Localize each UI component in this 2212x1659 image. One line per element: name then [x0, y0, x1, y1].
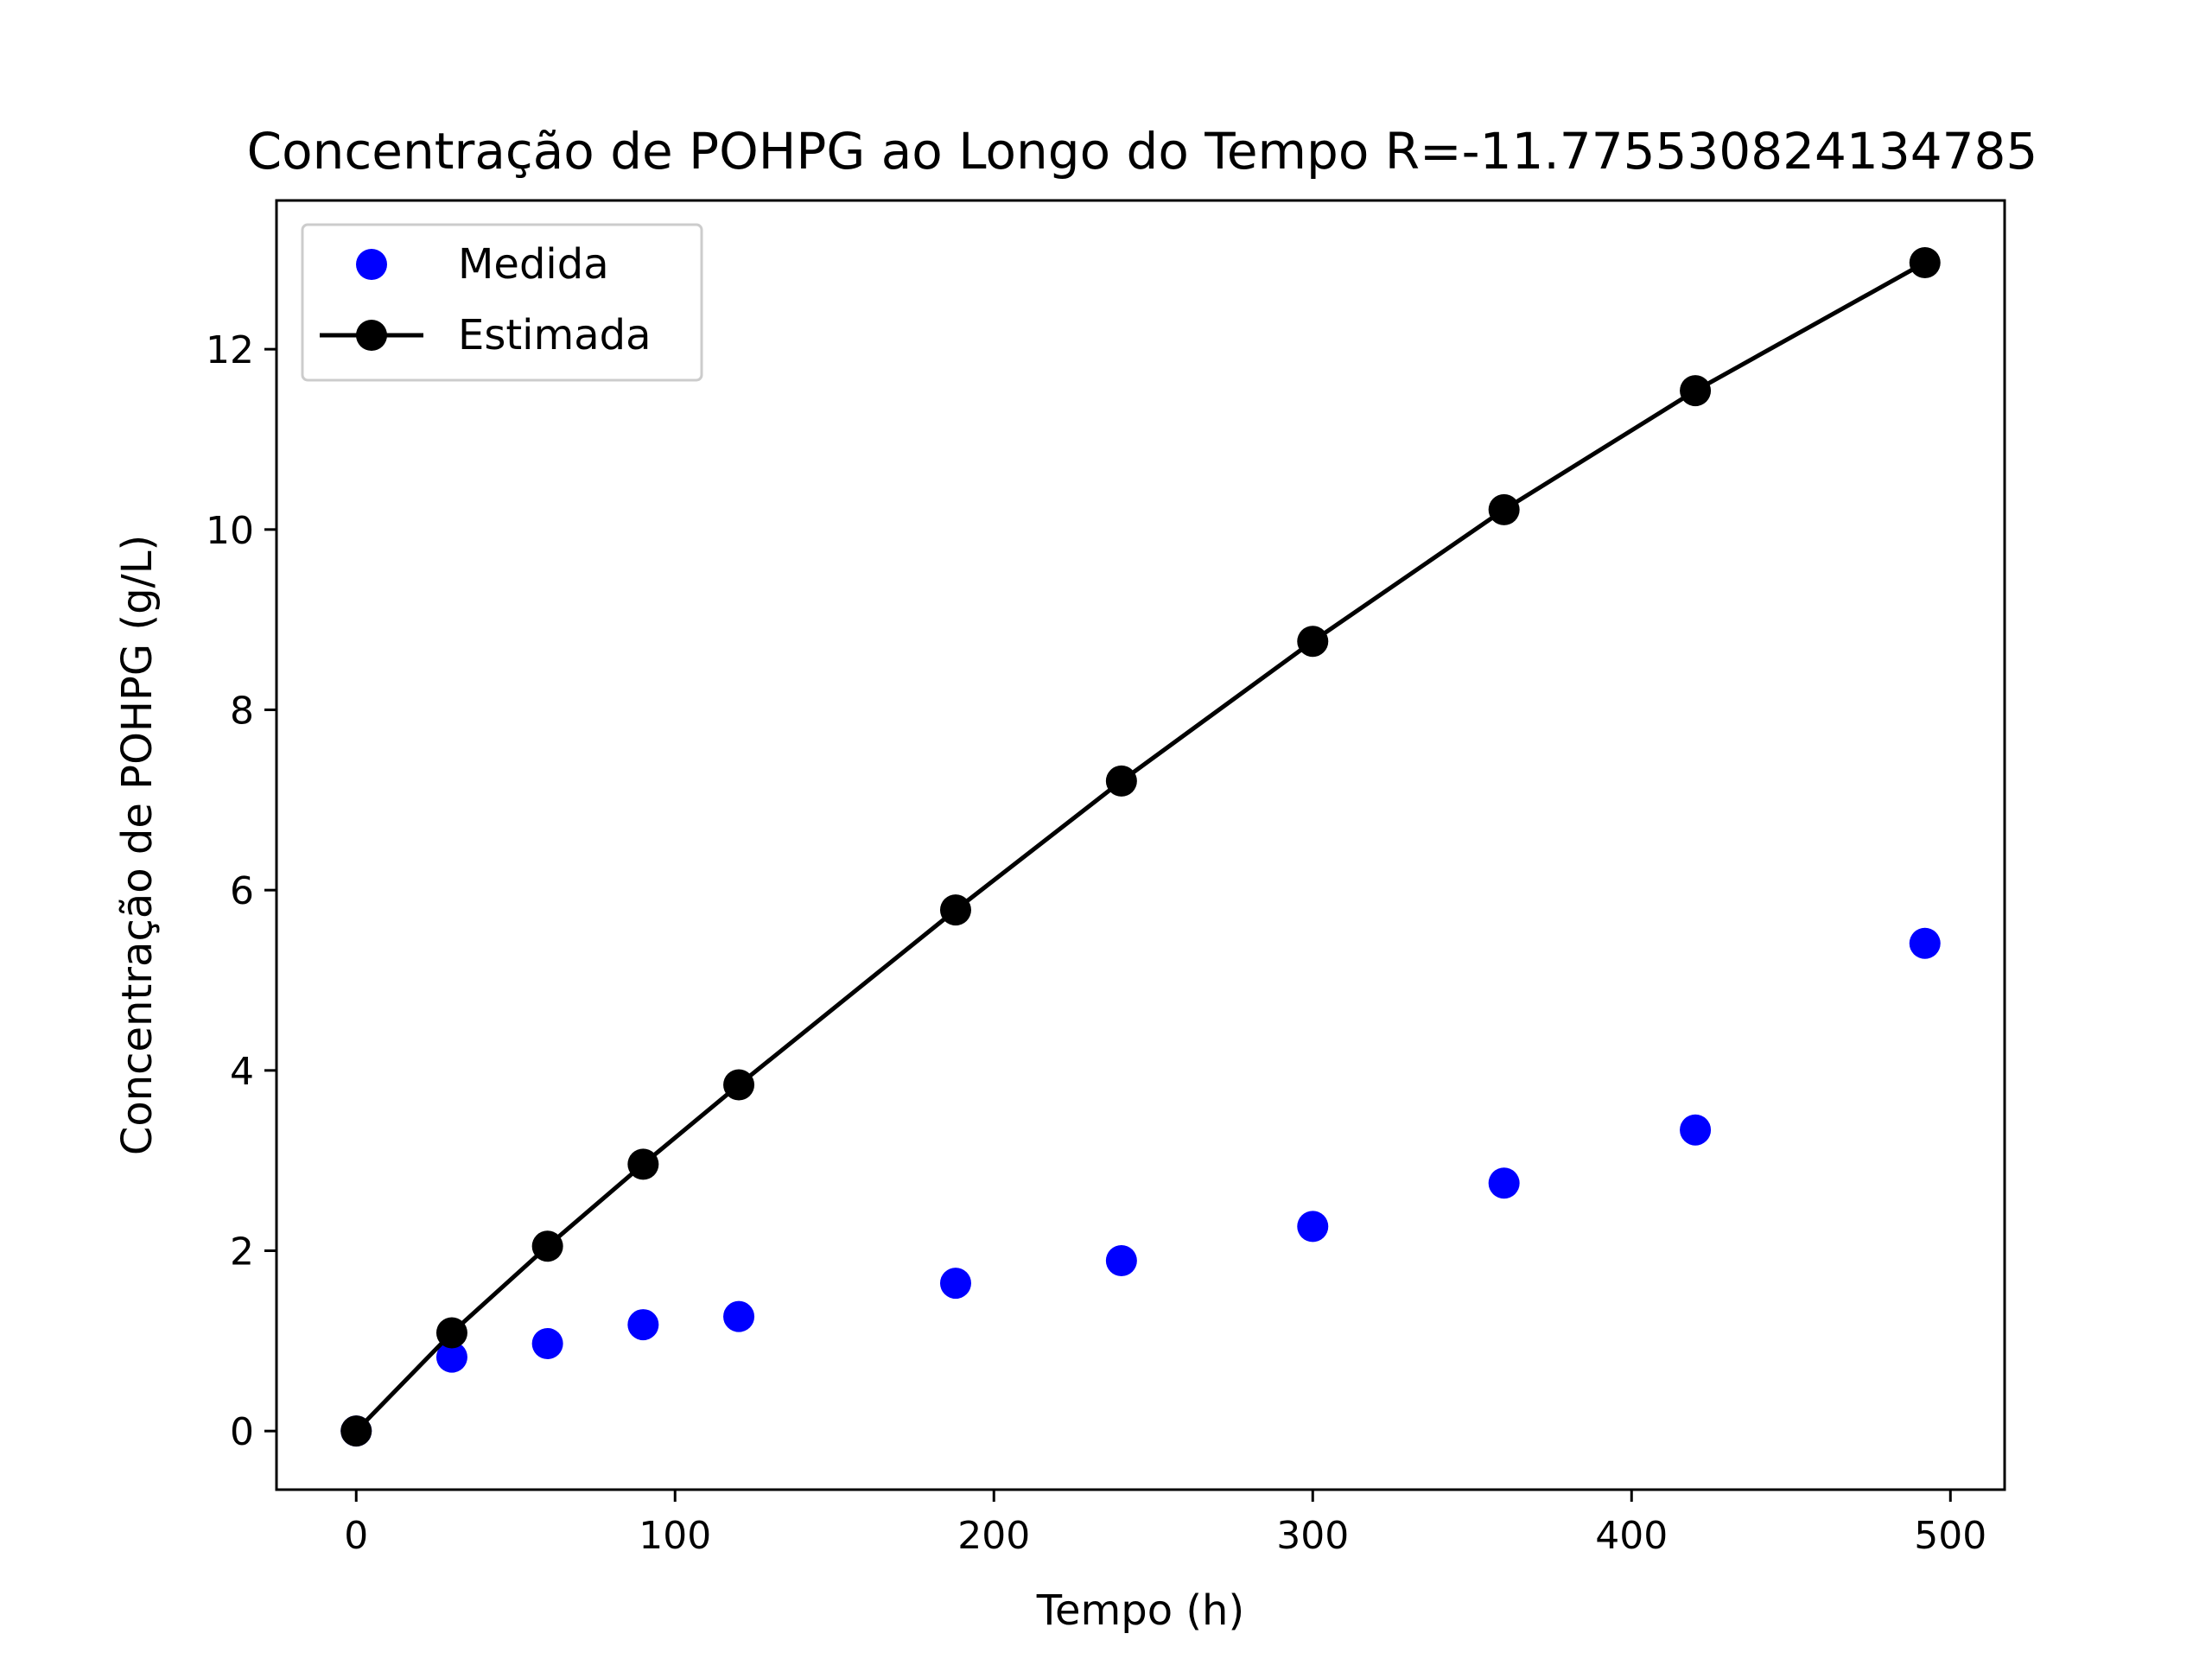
x-tick-label: 200 — [957, 1514, 1030, 1558]
y-tick-label: 10 — [206, 509, 254, 553]
series-line-estimada — [354, 260, 1926, 1433]
data-point-estimada — [1297, 626, 1329, 658]
data-point-estimada — [1909, 246, 1941, 278]
y-tick-label: 2 — [230, 1230, 254, 1274]
data-point-estimada — [723, 1069, 755, 1101]
data-point-medida — [531, 1327, 563, 1359]
data-point-medida — [939, 1268, 971, 1300]
legend-label-medida: Medida — [458, 240, 609, 289]
y-tick-label: 12 — [206, 328, 254, 372]
plot-area-frame — [275, 199, 2006, 1491]
x-tick-label: 0 — [344, 1514, 368, 1558]
data-point-estimada — [1680, 375, 1712, 407]
x-tick-label: 400 — [1595, 1514, 1668, 1558]
legend-marker-estimada — [356, 320, 387, 351]
data-point-estimada — [1105, 765, 1137, 797]
x-tick-label: 100 — [639, 1514, 711, 1558]
y-tick-label: 8 — [230, 689, 254, 733]
y-axis: 0 2 4 6 8 10 12 — [206, 328, 276, 1454]
data-point-estimada — [340, 1415, 372, 1447]
data-point-estimada — [627, 1148, 659, 1180]
data-point-medida — [1909, 927, 1941, 959]
data-point-medida — [627, 1309, 659, 1341]
data-point-estimada — [939, 894, 971, 926]
data-point-estimada — [435, 1317, 467, 1349]
x-tick-label: 300 — [1276, 1514, 1349, 1558]
legend-label-estimada: Estimada — [458, 311, 652, 359]
x-tick-label: 500 — [1914, 1514, 1986, 1558]
plot-marks — [340, 246, 1941, 1447]
legend-box — [301, 223, 703, 382]
data-point-medida — [1680, 1114, 1712, 1146]
y-tick-label: 0 — [230, 1410, 254, 1454]
y-axis-label: Concentração de POHPG (g/L) — [113, 535, 162, 1155]
data-point-medida — [435, 1341, 467, 1373]
data-point-medida — [1488, 1167, 1520, 1199]
legend-marker-medida — [356, 249, 387, 280]
x-axis: 0 100 200 300 400 500 — [344, 1490, 1986, 1558]
data-point-medida — [1105, 1244, 1137, 1276]
x-axis-label: Tempo (h) — [1036, 1586, 1244, 1635]
y-tick-label: 4 — [230, 1050, 254, 1094]
data-point-medida — [1297, 1211, 1329, 1243]
data-point-estimada — [1488, 493, 1520, 525]
chart-title: Concentração de POHPG ao Longo do Tempo … — [247, 122, 2038, 181]
y-tick-label: 6 — [230, 869, 254, 913]
legend: Medida Estimada — [301, 223, 703, 382]
data-point-medida — [723, 1300, 755, 1332]
data-point-estimada — [531, 1230, 563, 1262]
